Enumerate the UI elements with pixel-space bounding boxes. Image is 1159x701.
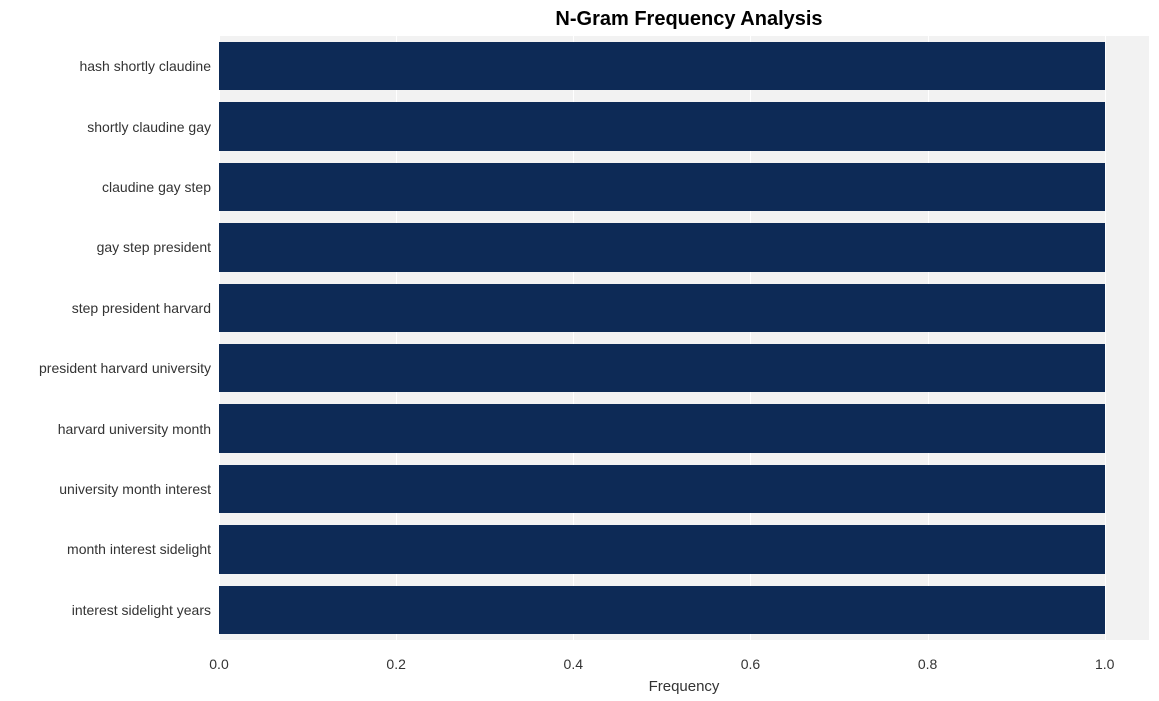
bar (219, 586, 1105, 634)
y-tick-label: claudine gay step (102, 179, 219, 195)
x-tick-label: 1.0 (1095, 656, 1114, 672)
bar (219, 344, 1105, 392)
bar (219, 525, 1105, 573)
y-tick-label: shortly claudine gay (87, 119, 219, 135)
y-tick-label: university month interest (59, 481, 219, 497)
x-tick-label: 0.8 (918, 656, 937, 672)
y-tick-label: hash shortly claudine (79, 58, 219, 74)
x-tick-label: 0.0 (209, 656, 228, 672)
bar (219, 223, 1105, 271)
bar (219, 465, 1105, 513)
bar (219, 404, 1105, 452)
x-tick-label: 0.2 (386, 656, 405, 672)
x-axis-label: Frequency (219, 678, 1149, 695)
bar (219, 284, 1105, 332)
chart-title: N-Gram Frequency Analysis (0, 0, 1159, 31)
bars-layer (219, 36, 1149, 640)
y-tick-label: month interest sidelight (67, 541, 219, 557)
bar (219, 42, 1105, 90)
plot-area: hash shortly claudineshortly claudine ga… (219, 36, 1149, 640)
x-tick-label: 0.6 (741, 656, 760, 672)
bar (219, 163, 1105, 211)
y-tick-label: step president harvard (72, 300, 219, 316)
y-tick-label: interest sidelight years (72, 602, 219, 618)
y-tick-label: harvard university month (58, 421, 219, 437)
bar (219, 102, 1105, 150)
y-tick-label: president harvard university (39, 360, 219, 376)
chart-container: N-Gram Frequency Analysis hash shortly c… (0, 0, 1159, 701)
x-tick-label: 0.4 (564, 656, 583, 672)
y-tick-label: gay step president (97, 239, 219, 255)
